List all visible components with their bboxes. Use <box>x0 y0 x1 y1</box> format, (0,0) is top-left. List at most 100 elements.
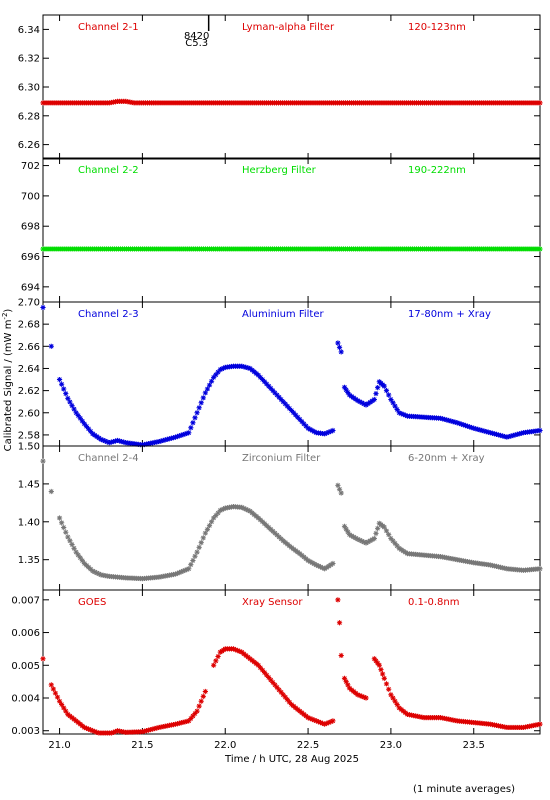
data-point <box>40 304 46 311</box>
data-point <box>90 568 96 574</box>
series-points <box>40 98 543 106</box>
data-point <box>73 410 79 416</box>
data-point-interp <box>309 560 315 566</box>
data-point <box>363 540 369 546</box>
data-point <box>341 523 348 529</box>
data-point-interp <box>79 418 85 424</box>
data-point <box>56 698 63 704</box>
flare-marker-id-label: 8420 <box>184 31 209 42</box>
data-point <box>330 427 336 434</box>
data-point <box>341 675 348 681</box>
y-axis-label-main: Calibrated Signal / (mW m <box>3 320 14 452</box>
data-point-interp <box>353 535 359 541</box>
data-point-interp <box>307 715 313 722</box>
y-tick-label: 0.006 <box>11 628 40 639</box>
y-tick-label: 702 <box>21 161 40 172</box>
data-point-interp <box>343 679 349 685</box>
x-tick-label: 23.0 <box>380 740 402 751</box>
data-point <box>194 410 200 416</box>
data-point <box>346 532 353 538</box>
data-point-interp <box>180 432 186 438</box>
data-point-interp <box>311 429 317 435</box>
data-point-interp <box>208 519 215 525</box>
data-point-interp <box>464 423 471 429</box>
data-point-interp <box>278 536 284 542</box>
y-tick-label: 0.003 <box>11 726 40 737</box>
y-tick-label: 2.68 <box>18 320 40 331</box>
data-point-interp <box>400 411 406 418</box>
y-tick-label: 0.004 <box>11 694 40 705</box>
y-tick-label: 1.40 <box>18 517 40 528</box>
band-label: 0.1-0.8nm <box>408 597 460 608</box>
series-points <box>40 458 543 582</box>
data-point <box>313 562 319 568</box>
data-point-interp <box>518 430 524 436</box>
y-axis-label-unit-exponent: -2 <box>1 313 9 320</box>
y-tick-label: 0.007 <box>11 595 40 606</box>
data-point-interp <box>188 425 194 431</box>
data-point-interp <box>261 670 268 676</box>
data-point-interp <box>170 435 177 441</box>
data-point <box>90 728 96 734</box>
data-point-interp <box>50 686 56 692</box>
data-point-interp <box>442 416 448 423</box>
y-tick-label: 1.45 <box>18 479 40 490</box>
data-point-interp <box>328 428 334 434</box>
data-point-interp <box>188 715 194 722</box>
data-point-interp <box>466 424 473 430</box>
data-point <box>338 490 344 496</box>
data-point-interp <box>266 524 272 531</box>
data-point-interp <box>444 417 450 423</box>
data-point-interp <box>456 420 462 427</box>
data-point-interp <box>180 568 186 574</box>
filter-label: Aluminium Filter <box>242 309 325 320</box>
data-point-interp <box>69 402 75 409</box>
data-point-interp <box>357 399 363 405</box>
band-label: 190-222nm <box>408 165 466 176</box>
y-tick-label: 6.30 <box>18 83 40 94</box>
data-point <box>471 425 477 431</box>
data-point-interp <box>94 570 100 576</box>
panel-3: 2.58 2.60 2.62 2.64 2.66 2.68 2.70 Channel 2-3 A… <box>18 298 543 448</box>
channel-label: Channel 2-1 <box>78 22 139 33</box>
data-point-interp <box>213 658 219 664</box>
data-point-interp <box>284 697 290 703</box>
data-point <box>202 530 208 536</box>
y-tick-label: 6.28 <box>18 111 40 122</box>
data-point-interp <box>259 376 266 383</box>
data-point-interp <box>500 433 506 439</box>
data-point-interp <box>369 537 375 543</box>
data-point <box>297 416 303 423</box>
data-point-interp <box>311 717 317 723</box>
panel-frame <box>42 445 541 591</box>
data-point-interp <box>150 726 156 732</box>
data-point-interp <box>326 719 332 726</box>
data-point-interp <box>61 524 67 531</box>
data-point-interp <box>508 433 514 439</box>
data-point <box>106 440 112 446</box>
data-point <box>504 434 510 440</box>
y-tick-label: 696 <box>21 252 40 263</box>
data-point-interp <box>261 379 268 385</box>
data-point-interp <box>383 388 390 394</box>
data-point-interp <box>274 684 280 690</box>
data-point-interp <box>309 427 315 434</box>
data-point-interp <box>348 533 355 539</box>
data-point-interp <box>219 366 225 372</box>
data-point-interp <box>282 401 288 407</box>
data-point-interp <box>143 728 150 734</box>
y-tick-label: 2.58 <box>18 430 40 441</box>
data-point-interp <box>462 422 469 429</box>
data-point-interp <box>215 510 221 516</box>
data-point <box>172 434 179 440</box>
data-point-interp <box>85 726 92 732</box>
data-point-interp <box>303 423 309 429</box>
panel-1: 6.26 6.28 6.30 6.32 6.34 Channel 2-1 Lyman-alp… <box>18 14 543 160</box>
data-point-interp <box>196 405 202 411</box>
data-point-interp <box>315 563 322 569</box>
panel-frame <box>42 589 541 735</box>
data-point <box>186 718 192 724</box>
data-point-interp <box>206 522 213 529</box>
data-point-interp <box>268 677 274 683</box>
data-point-interp <box>351 534 357 540</box>
